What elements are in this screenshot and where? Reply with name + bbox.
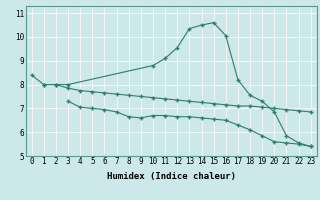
X-axis label: Humidex (Indice chaleur): Humidex (Indice chaleur)	[107, 172, 236, 181]
